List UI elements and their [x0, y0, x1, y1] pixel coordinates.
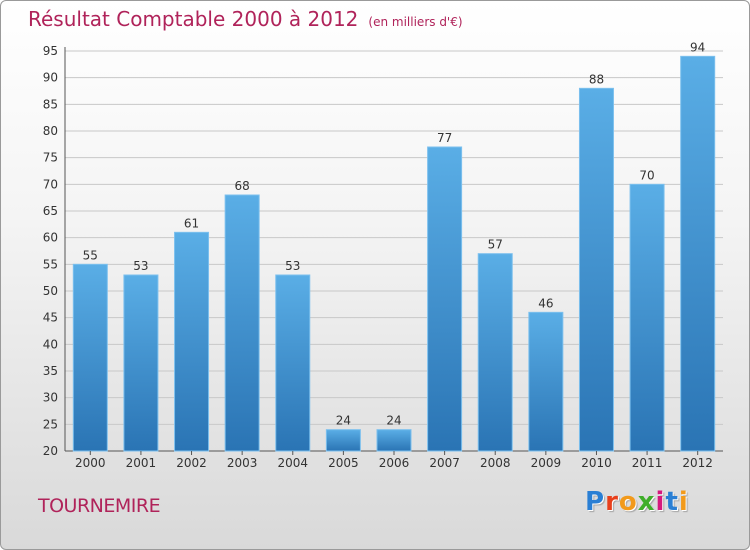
logo-letter: o — [618, 487, 638, 517]
x-tick-label: 2007 — [429, 456, 460, 470]
y-tick-label: 90 — [43, 71, 58, 85]
y-tick-label: 45 — [43, 311, 58, 325]
logo-letter: r — [605, 487, 619, 517]
x-tick-label: 2002 — [176, 456, 207, 470]
y-tick-label: 80 — [43, 124, 58, 138]
logo-letter: P — [585, 487, 606, 517]
bar — [477, 253, 513, 452]
bar — [72, 263, 108, 452]
bar-value-label: 88 — [589, 72, 604, 86]
value-labels: 55 53 61 68 53 24 24 77 57 46 88 70 94 — [83, 40, 706, 427]
bar — [528, 311, 564, 452]
gridlines — [65, 50, 723, 452]
chart-title: Résultat Comptable 2000 à 2012 (en millie… — [28, 7, 463, 31]
x-tick-label: 2003 — [227, 456, 258, 470]
x-tick-label: 2004 — [277, 456, 308, 470]
bar — [275, 274, 311, 452]
bar-value-label: 61 — [184, 216, 199, 230]
bars — [72, 55, 716, 452]
y-tick-label: 20 — [43, 444, 58, 458]
x-tick-labels: 2000 2001 2002 2003 2004 2005 2006 2007 2008 2009… — [75, 451, 713, 470]
bar-value-label: 53 — [133, 259, 148, 273]
bar-value-label: 94 — [690, 40, 705, 54]
bar — [325, 429, 361, 452]
logo-letter: i — [655, 487, 666, 517]
bar-value-label: 55 — [83, 248, 98, 262]
chart-subtitle: (en milliers d'€) — [368, 15, 463, 29]
y-tick-label: 25 — [43, 417, 58, 431]
bar — [427, 146, 463, 452]
bar — [123, 274, 159, 452]
y-tick-label: 50 — [43, 284, 58, 298]
chart-title-main: Résultat Comptable 2000 à 2012 — [28, 7, 359, 31]
bar-value-label: 68 — [235, 179, 250, 193]
bar-value-label: 70 — [639, 168, 654, 182]
logo-letter: t — [665, 487, 679, 517]
y-tick-label: 95 — [43, 44, 58, 58]
bar — [376, 429, 412, 452]
proxiti-logo: Proxiti — [585, 487, 689, 517]
y-tick-label: 30 — [43, 391, 58, 405]
bar-value-label: 77 — [437, 131, 452, 145]
bar — [680, 55, 716, 452]
bar-value-label: 24 — [336, 414, 351, 428]
x-tick-label: 2001 — [126, 456, 157, 470]
x-tick-label: 2010 — [581, 456, 612, 470]
x-tick-label: 2011 — [632, 456, 663, 470]
x-tick-label: 2012 — [682, 456, 713, 470]
bar-value-label: 46 — [538, 296, 553, 310]
bar — [174, 231, 210, 452]
y-tick-label: 55 — [43, 257, 58, 271]
y-tick-label: 85 — [43, 97, 58, 111]
bar — [224, 194, 260, 452]
x-tick-label: 2005 — [328, 456, 359, 470]
y-tick-label: 35 — [43, 364, 58, 378]
y-tick-label: 40 — [43, 337, 58, 351]
commune-name: TOURNEMIRE — [38, 495, 161, 517]
y-tick-label: 70 — [43, 177, 58, 191]
logo-letter: i — [678, 487, 689, 517]
y-tick-label: 60 — [43, 231, 58, 245]
bar-value-label: 24 — [386, 414, 401, 428]
x-tick-label: 2006 — [379, 456, 410, 470]
axes — [64, 47, 723, 452]
y-tick-label: 75 — [43, 151, 58, 165]
bar-value-label: 53 — [285, 259, 300, 273]
bar — [629, 183, 665, 452]
y-tick-labels: 20 25 30 35 40 45 50 55 60 65 70 75 80 85 90 95 — [43, 44, 58, 458]
bar — [578, 87, 614, 452]
y-tick-label: 65 — [43, 204, 58, 218]
x-tick-label: 2009 — [531, 456, 562, 470]
x-tick-label: 2000 — [75, 456, 106, 470]
bar-value-label: 57 — [488, 238, 503, 252]
logo-letter: x — [637, 487, 656, 517]
x-tick-label: 2008 — [480, 456, 511, 470]
